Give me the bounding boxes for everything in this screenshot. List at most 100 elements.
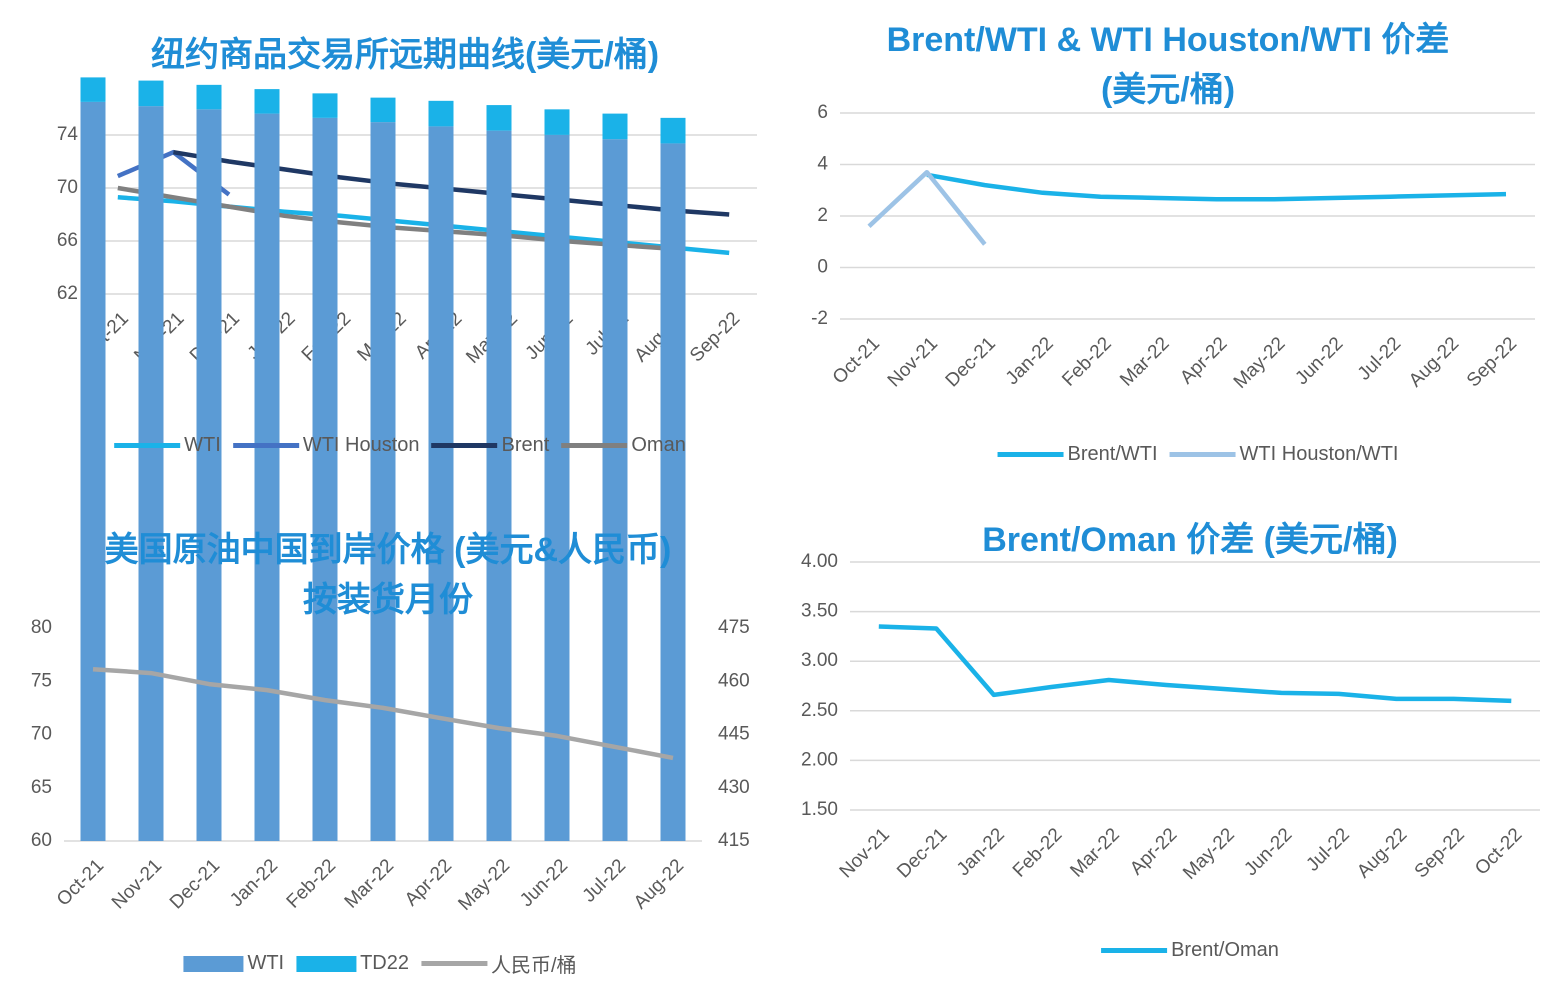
legend-item: Oman [561,434,686,457]
y-tick-label: 4.00 [801,551,838,572]
legend-swatch [561,443,628,448]
legend: Brent/WTI WTI Houston/WTI [997,443,1399,466]
x-tick-label: Nov-21 [884,333,942,391]
legend-label: Brent/WTI [1067,443,1158,465]
y-tick-label: 2.00 [801,749,838,770]
legend-label: WTI [247,952,285,974]
x-tick-label: Apr-22 [1126,824,1181,879]
x-tick-label: Mar-22 [341,855,398,912]
bar [370,97,396,123]
y-tick-label: 2 [817,205,828,226]
y-tick-label: 60 [31,830,52,851]
legend-swatch [421,961,487,966]
series-line [867,169,987,246]
y2-tick-label: 460 [718,670,750,691]
y2-tick-label: 430 [718,777,750,798]
bar [254,89,280,114]
y-tick-label: 66 [57,230,78,251]
x-tick-label: Dec-21 [942,333,1000,391]
x-tick-label: Jun-22 [1291,333,1347,389]
x-tick-label: Jun-22 [1240,824,1296,880]
bar [312,93,338,118]
bar [254,113,280,842]
bar [660,143,686,842]
bar [138,106,164,841]
x-tick-label: Dec-21 [893,824,951,882]
legend-item: WTI [183,952,284,975]
x-tick-label: May-22 [1179,824,1239,884]
x-tick-label: Jul-22 [1354,333,1405,384]
bar [138,80,164,107]
chart-title: 美国原油中国到岸价格 (美元&人民币) 按装货月份 [104,531,672,619]
legend-item: WTI Houston [232,434,420,457]
legend-label: Brent/Oman [1171,939,1279,961]
bar [312,117,338,842]
x-tick-label: Sep-22 [1463,333,1521,391]
x-tick-label: Oct-22 [1471,824,1526,879]
chart-title: Brent/WTI & WTI Houston/WTI 价差 (美元/桶) [886,21,1450,109]
x-tick-label: Jan-22 [1002,333,1058,389]
legend-item: Brent/WTI [997,443,1158,466]
x-tick-label: May-22 [454,855,514,915]
legend-label: Brent [501,434,550,456]
x-tick-label: Apr-22 [1176,333,1231,388]
chart-title: 纽约商品交易所远期曲线(美元/桶) [150,36,660,74]
y-tick-label: 3.50 [801,601,838,622]
y-tick-label: 70 [57,177,78,198]
y-tick-label: 0 [817,257,828,278]
legend-item: Brent/Oman [1101,939,1279,962]
x-tick-label: Mar-22 [1066,824,1123,881]
legend-item: Brent [431,434,550,457]
x-tick-label: Nov-21 [836,824,894,882]
legend-item: WTI Houston/WTI [1169,443,1399,466]
y-tick-label: 6 [817,102,828,123]
bar [660,117,686,144]
bar [80,101,106,841]
bar [196,84,222,110]
bar [196,109,222,842]
x-tick-label: May-22 [1230,333,1290,393]
y-tick-label: 70 [31,724,52,745]
legend-swatch [296,955,357,972]
bar [486,105,512,131]
x-tick-label: Nov-21 [108,855,166,913]
y-tick-label: 65 [31,777,52,798]
legend-swatch [232,443,299,448]
legend-item: WTI [114,434,221,457]
x-tick-label: Oct-21 [829,333,884,388]
legend-label: WTI Houston [302,434,420,456]
x-tick-label: Aug-22 [1353,824,1411,882]
y2-tick-label: 475 [718,617,750,638]
bar [80,77,106,102]
x-tick-label: Aug-22 [630,855,688,913]
x-tick-label: Aug-22 [1405,333,1463,391]
x-tick-label: Jul-22 [579,855,630,906]
y-tick-label: 1.50 [801,799,838,820]
series-line [878,624,1512,704]
legend-swatch [114,443,181,448]
x-tick-label: Feb-22 [1009,824,1066,881]
legend: WTI WTI Houston Brent Oman [114,434,686,457]
x-tick-label: Apr-22 [401,855,456,910]
y-tick-label: 62 [57,283,78,304]
y-tick-label: 74 [57,124,79,145]
x-tick-label: Jan-22 [226,855,282,911]
legend-swatch [1101,948,1168,953]
x-tick-label: Jan-22 [953,824,1009,880]
x-tick-label: Sep-22 [1411,824,1469,882]
legend-label: Oman [631,434,686,456]
series-line [92,666,674,761]
bar [602,113,628,140]
legend: WTI TD22 人民币/桶 [183,949,577,978]
y-tick-label: 3.00 [801,650,838,671]
y-tick-label: -2 [811,308,828,329]
legend-label: 人民币/桶 [491,955,577,977]
legend-label: WTI Houston/WTI [1239,443,1399,465]
bar [370,122,396,841]
x-tick-label: Dec-21 [166,855,224,913]
legend-item: TD22 [296,952,409,975]
x-tick-label: Oct-21 [53,855,108,910]
bar [486,130,512,841]
